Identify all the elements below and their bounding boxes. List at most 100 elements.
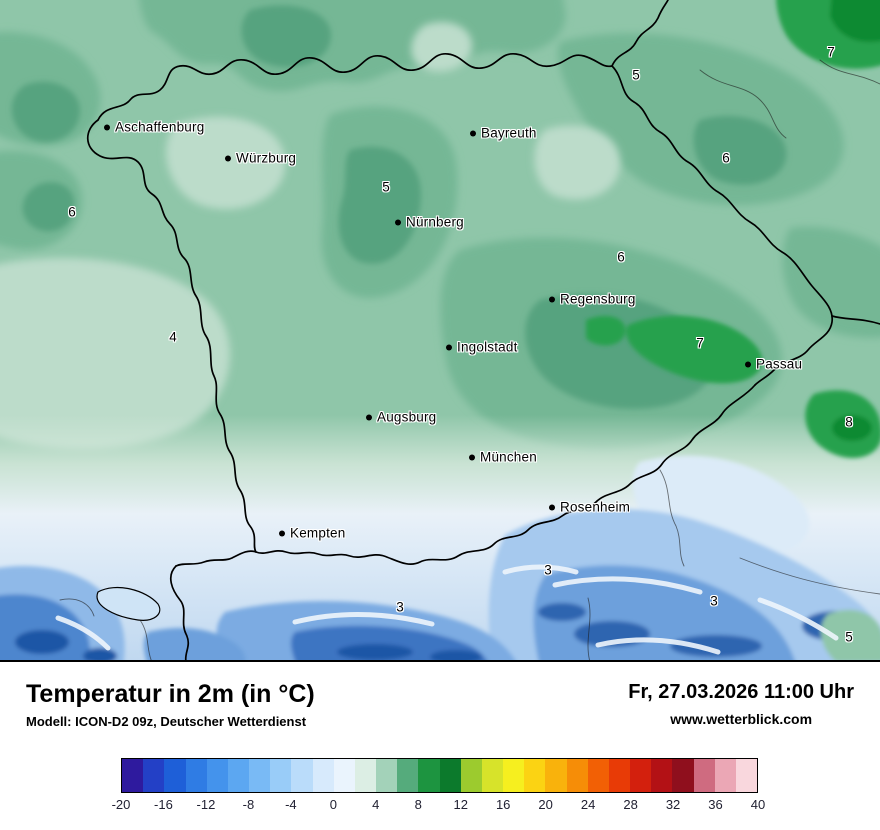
ridge-highlight — [757, 597, 839, 641]
colorbar-segment — [270, 759, 292, 792]
colorbar-tick-label: 12 — [453, 797, 468, 812]
colorbar-segment — [333, 759, 355, 792]
border-line-west — [86, 119, 257, 553]
alpine-cold-regions — [0, 455, 880, 660]
colorbar-tick-label: -20 — [111, 797, 131, 812]
warm-region — [22, 182, 75, 232]
border-line-north — [97, 53, 613, 121]
snow-ridges — [55, 564, 839, 655]
colorbar-tick-label: 4 — [372, 797, 380, 812]
minor-border-line — [699, 69, 787, 139]
colorbar-ticks: -20 -16 -12 -8 -4 0 4 8 12 16 20 24 28 32 36 40 — [112, 797, 766, 817]
colorbar-segment — [503, 759, 525, 792]
warm-region — [782, 226, 880, 338]
border-line-southwest — [169, 565, 190, 660]
warm-region — [338, 146, 422, 264]
cool-region — [166, 116, 286, 210]
colorbar-tick-label: 20 — [538, 797, 553, 812]
colorbar-segment — [397, 759, 419, 792]
colorbar-tick-label: 36 — [708, 797, 723, 812]
ridge-highlight — [55, 615, 111, 651]
colorbar-segment — [249, 759, 271, 792]
warm-region — [693, 115, 787, 185]
map-title: Temperatur in 2m (in °C) — [26, 679, 315, 708]
colorbar-tick-label: 8 — [414, 797, 422, 812]
colorbar-segment — [735, 759, 758, 792]
border-line-czech-north — [611, 0, 669, 67]
colorbar-section: -20 -16 -12 -8 -4 0 4 8 12 16 20 24 28 32 36 40 — [0, 758, 880, 830]
ridge-highlight — [292, 612, 435, 627]
temperature-colorbar — [121, 758, 758, 793]
minor-border-lines — [59, 59, 880, 660]
model-info: Modell: ICON-D2 09z, Deutscher Wetterdie… — [26, 713, 307, 729]
cool-region — [534, 125, 621, 200]
minor-border-line — [139, 619, 152, 660]
colorbar-segment — [354, 759, 377, 792]
warm-region — [626, 315, 763, 384]
lake-constance — [96, 586, 161, 621]
colorbar-segment — [651, 759, 673, 792]
forecast-datetime: Fr, 27.03.2026 11:00 Uhr — [628, 681, 854, 703]
colorbar-segment — [439, 759, 461, 792]
colorbar-tick-label: -12 — [196, 797, 216, 812]
colorbar-tick-label: 40 — [750, 797, 766, 812]
cool-region — [0, 258, 230, 450]
border-line-czech — [611, 65, 833, 386]
colorbar-segment — [122, 759, 144, 792]
border-lines — [86, 0, 880, 660]
vivid-warm-regions — [586, 0, 880, 458]
colorbar-tick-label: 0 — [329, 797, 337, 812]
colorbar-tick-label: 28 — [623, 797, 638, 812]
cool-pale-regions — [0, 21, 621, 450]
colorbar-segment — [524, 759, 546, 792]
cold-region — [538, 603, 586, 621]
colorbar-segment — [312, 759, 334, 792]
colorbar-segment — [376, 759, 398, 792]
minor-border-line — [59, 598, 95, 617]
cold-region — [337, 644, 413, 660]
colorbar-segment — [481, 759, 504, 792]
warm-region — [241, 5, 332, 68]
cold-region — [670, 635, 762, 657]
colorbar-tick-label: 16 — [495, 797, 511, 812]
colorbar-wrap: -20 -16 -12 -8 -4 0 4 8 12 16 20 24 28 32 36 40 — [112, 758, 766, 817]
minor-border-line — [739, 557, 880, 595]
colorbar-segment — [630, 759, 652, 792]
warm-region — [11, 81, 80, 142]
colorbar-segment — [164, 759, 186, 792]
colorbar-segment — [714, 759, 736, 792]
minor-border-line — [587, 597, 591, 660]
valley-warm-region — [821, 609, 880, 660]
cold-region — [430, 650, 482, 660]
date-block: Fr, 27.03.2026 11:00 Uhr www.wetterblick… — [628, 681, 854, 727]
colorbar-segment — [608, 759, 631, 792]
colorbar-segment — [587, 759, 609, 792]
colorbar-segment — [227, 759, 250, 792]
colorbar-segment — [291, 759, 313, 792]
colorbar-tick-label: 24 — [580, 797, 596, 812]
ridge-highlight — [552, 576, 703, 595]
minor-border-line — [819, 59, 880, 85]
colorbar-segment — [143, 759, 165, 792]
colorbar-segment — [566, 759, 588, 792]
cold-region — [83, 648, 117, 660]
warm-region — [832, 415, 872, 441]
map-graphic — [0, 0, 880, 660]
border-line-austria — [175, 384, 756, 567]
ridge-highlight — [595, 637, 721, 655]
ridge-highlight — [502, 564, 579, 575]
colorbar-segment — [185, 759, 207, 792]
colorbar-segment — [693, 759, 715, 792]
colorbar-tick-label: -4 — [285, 797, 297, 812]
colorbar-tick-label: -16 — [154, 797, 173, 812]
warm-region — [830, 0, 880, 43]
colorbar-segment — [460, 759, 482, 792]
colorbar-tick-label: -8 — [242, 797, 255, 812]
colorbar-segment — [545, 759, 567, 792]
website-url: www.wetterblick.com — [670, 711, 813, 727]
warm-region — [586, 316, 626, 346]
info-bar: Temperatur in 2m (in °C) Modell: ICON-D2… — [0, 662, 880, 746]
cold-region — [143, 627, 246, 660]
cool-region — [411, 21, 473, 72]
